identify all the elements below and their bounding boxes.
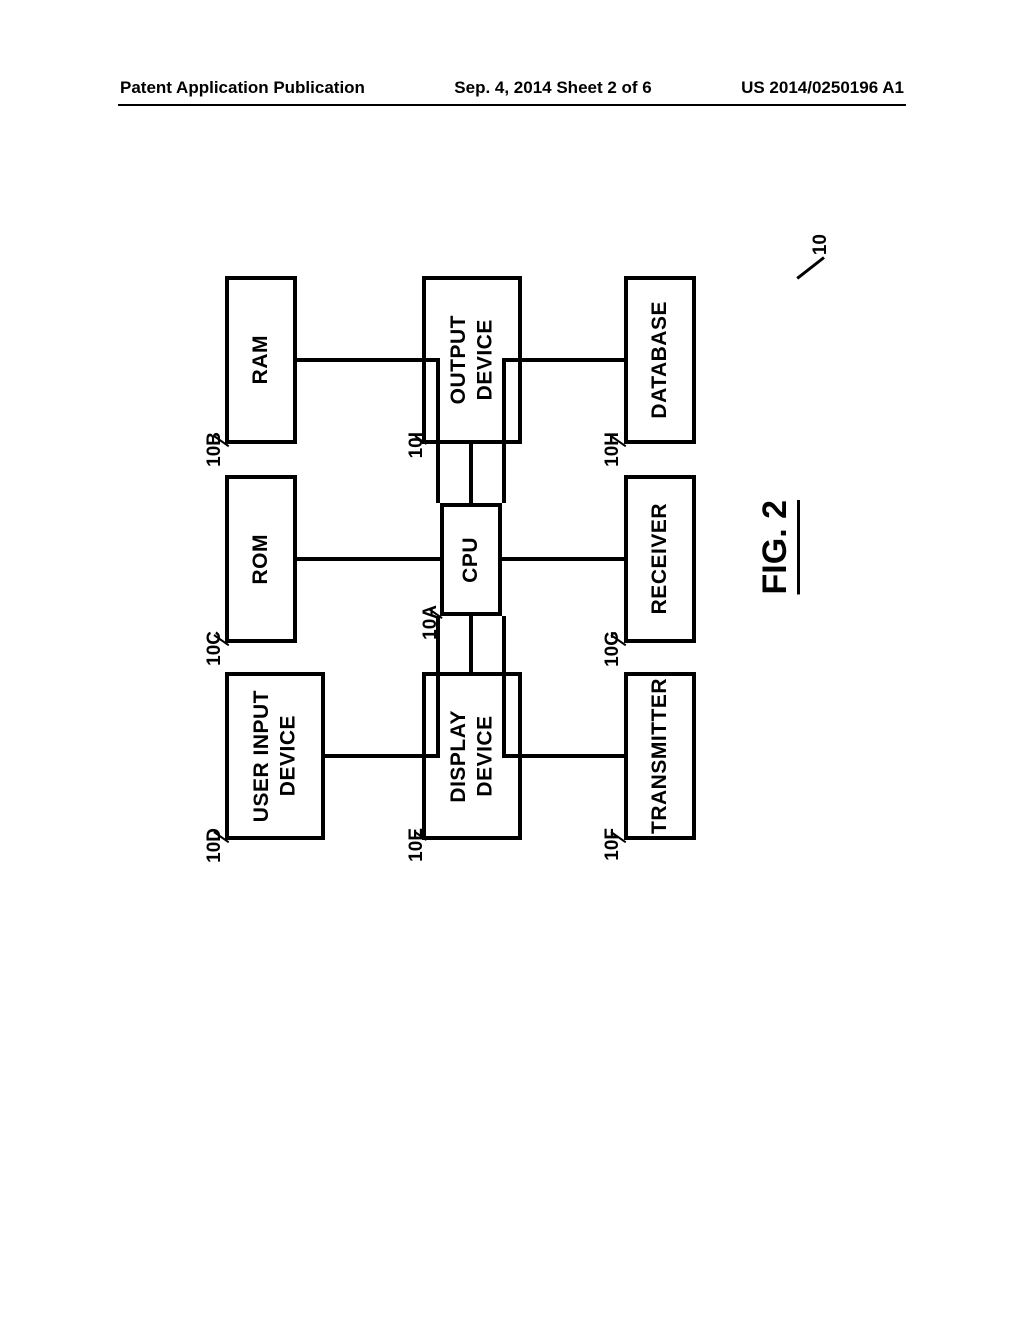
cpu-label: CPU xyxy=(458,537,484,583)
conn-ram-cpu-v xyxy=(297,358,440,362)
ram-block: RAM xyxy=(225,276,297,444)
system-ref: 10 xyxy=(810,234,832,255)
database-block: DATABASE xyxy=(624,276,696,444)
block-diagram: RAM ROM USER INPUT DEVICE OUTPUT DEVICE … xyxy=(0,0,1024,1320)
transmitter-label: TRANSMITTER xyxy=(647,678,673,834)
lead-sys xyxy=(796,256,825,279)
cpu-block: CPU xyxy=(440,503,502,616)
conn-disp-cpu xyxy=(469,616,473,672)
user-input-block: USER INPUT DEVICE xyxy=(225,672,325,840)
conn-ui-cpu-h xyxy=(325,754,440,758)
display-label: DISPLAY DEVICE xyxy=(446,710,499,803)
ram-label: RAM xyxy=(248,335,274,384)
conn-rom-cpu xyxy=(297,557,440,561)
output-label: OUTPUT DEVICE xyxy=(446,315,499,404)
figure-label: FIG. 2 xyxy=(756,500,795,594)
rom-block: ROM xyxy=(225,475,297,643)
conn-ram-cpu-h xyxy=(436,358,440,503)
conn-db-cpu-v xyxy=(502,358,506,503)
conn-db-cpu-h xyxy=(502,358,624,362)
rom-label: ROM xyxy=(248,534,274,585)
database-label: DATABASE xyxy=(647,301,673,419)
conn-rx-cpu xyxy=(502,557,624,561)
receiver-label: RECEIVER xyxy=(647,503,673,614)
user-input-label: USER INPUT DEVICE xyxy=(249,690,302,822)
receiver-block: RECEIVER xyxy=(624,475,696,643)
transmitter-block: TRANSMITTER xyxy=(624,672,696,840)
conn-ui-cpu-v xyxy=(436,616,440,758)
conn-tx-cpu-h xyxy=(502,754,624,758)
conn-out-cpu xyxy=(469,444,473,503)
conn-tx-cpu-v xyxy=(502,616,506,758)
